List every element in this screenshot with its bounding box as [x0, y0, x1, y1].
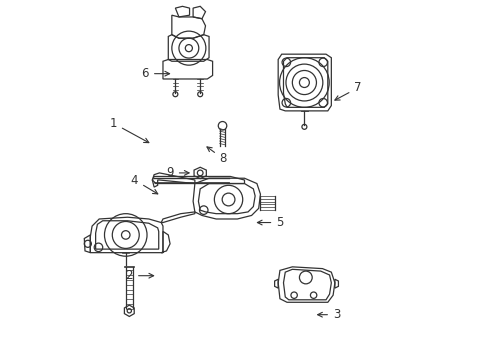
Text: 1: 1 [109, 117, 148, 143]
Text: 2: 2 [125, 269, 153, 282]
Text: 6: 6 [141, 67, 169, 80]
Text: 9: 9 [166, 166, 189, 179]
Text: 3: 3 [317, 308, 340, 321]
Text: 4: 4 [131, 174, 158, 194]
Text: 8: 8 [206, 147, 226, 165]
Text: 7: 7 [334, 81, 361, 100]
Text: 5: 5 [257, 216, 283, 229]
